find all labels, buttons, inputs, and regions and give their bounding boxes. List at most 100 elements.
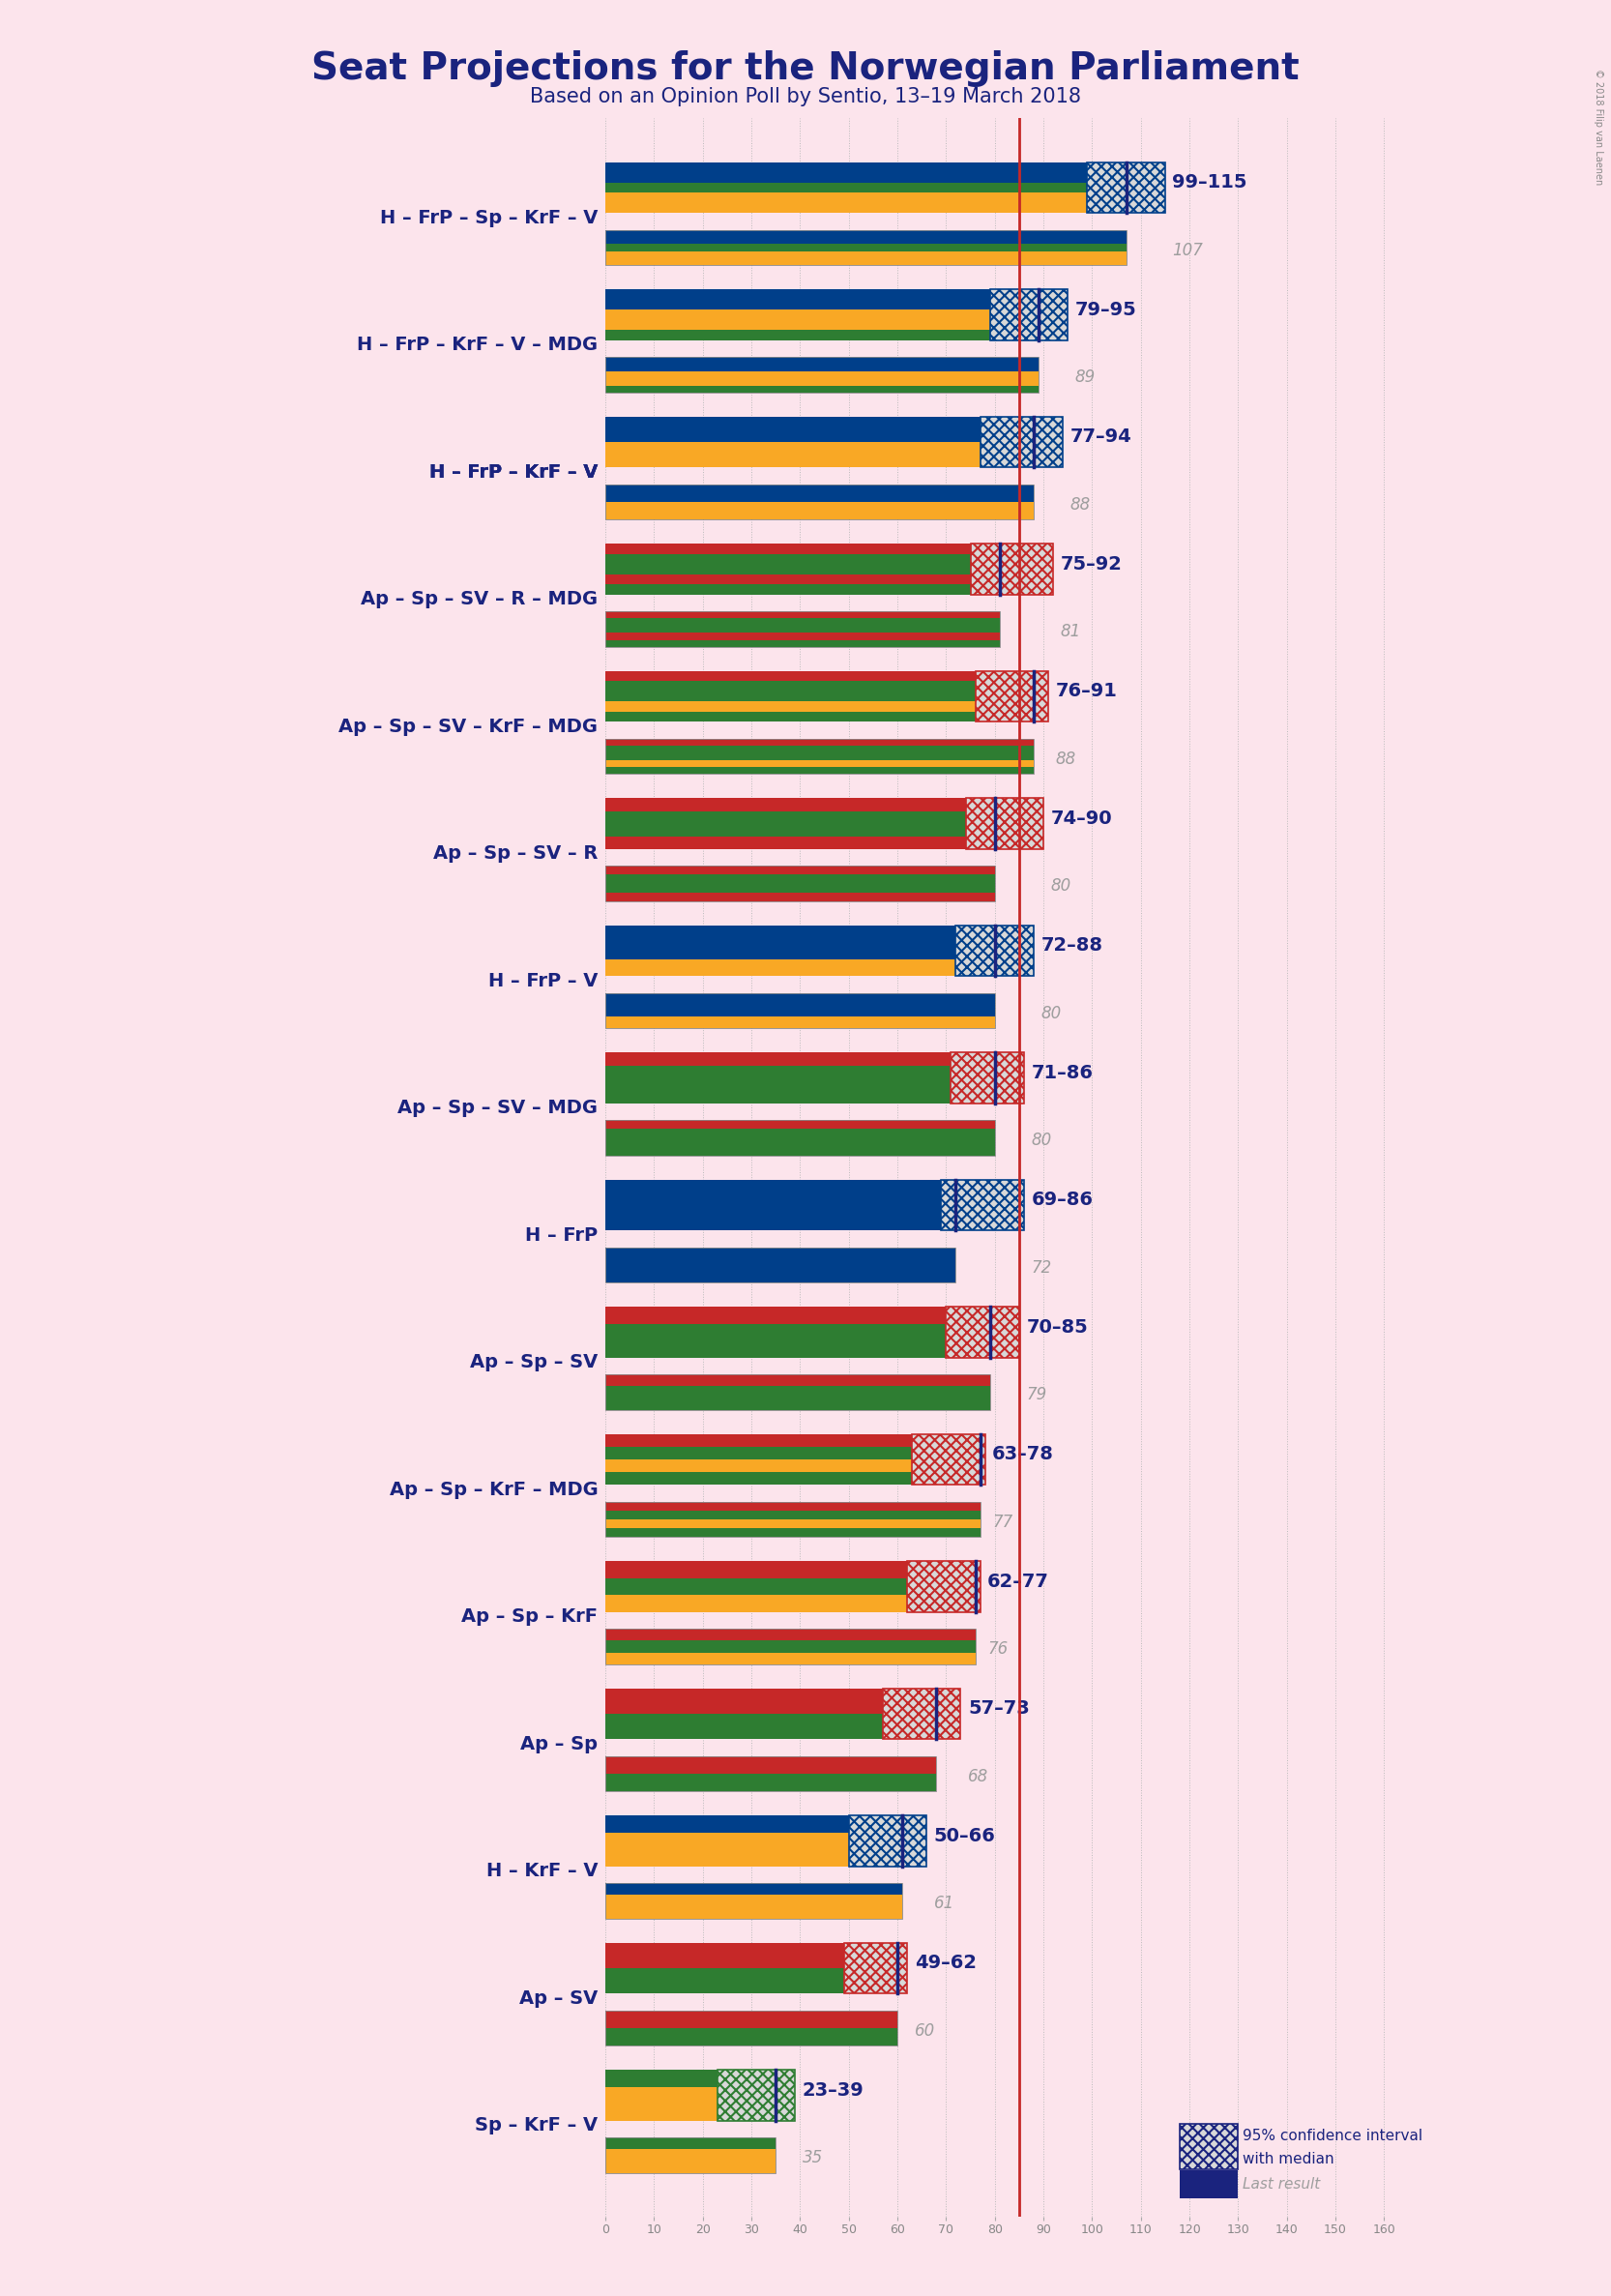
Bar — [606, 1446, 912, 1460]
Text: 72–88: 72–88 — [1041, 937, 1104, 955]
Bar — [946, 1306, 1020, 1357]
Text: 62–77: 62–77 — [988, 1573, 1049, 1591]
Bar — [606, 1205, 941, 1231]
Bar — [606, 2011, 897, 2046]
Bar — [606, 691, 975, 703]
Bar — [606, 611, 1000, 618]
Bar — [606, 1688, 883, 1713]
Bar — [1179, 2124, 1239, 2170]
Bar — [606, 443, 979, 455]
Bar — [606, 2027, 897, 2046]
Bar — [606, 1502, 979, 1536]
Bar — [606, 1120, 994, 1155]
Bar — [606, 634, 1000, 641]
Text: 75–92: 75–92 — [1060, 556, 1123, 574]
Text: 63–78: 63–78 — [992, 1444, 1054, 1463]
Bar — [606, 184, 1087, 193]
Text: 80: 80 — [1031, 1132, 1052, 1148]
Bar — [606, 1628, 975, 1665]
Bar — [606, 2161, 777, 2172]
Bar — [606, 429, 979, 443]
Bar — [941, 1180, 1025, 1231]
Bar — [606, 1906, 902, 1919]
Text: 71–86: 71–86 — [1031, 1063, 1094, 1081]
Bar — [606, 611, 1000, 647]
Bar — [606, 2138, 777, 2172]
Bar — [606, 1894, 902, 1906]
Bar — [606, 1247, 955, 1265]
Text: 50–66: 50–66 — [934, 1828, 996, 1846]
Bar — [606, 670, 975, 682]
Bar — [606, 2071, 717, 2087]
Text: Sp – KrF – V: Sp – KrF – V — [475, 2117, 598, 2135]
Bar — [606, 893, 994, 902]
Bar — [606, 1375, 989, 1387]
Bar — [907, 1561, 979, 1612]
Bar — [606, 1851, 849, 1867]
Bar — [606, 494, 1034, 503]
Bar — [606, 941, 955, 960]
Bar — [606, 331, 989, 340]
Text: 80: 80 — [1050, 877, 1071, 895]
Bar — [606, 565, 970, 574]
Bar — [606, 2087, 717, 2103]
Bar — [606, 319, 989, 331]
Bar — [606, 960, 955, 976]
Bar — [606, 257, 1126, 266]
Bar — [989, 289, 1068, 340]
Text: 70–85: 70–85 — [1026, 1318, 1087, 1336]
Bar — [606, 1065, 950, 1079]
Bar — [950, 1052, 1025, 1104]
Bar — [849, 1816, 926, 1867]
Bar — [606, 230, 1126, 236]
Text: 81: 81 — [1060, 622, 1081, 641]
Bar — [946, 1306, 1020, 1357]
Bar — [965, 799, 1044, 850]
Bar — [606, 1247, 955, 1283]
Text: 79–95: 79–95 — [1075, 301, 1137, 319]
Bar — [606, 172, 1087, 184]
Bar — [606, 1816, 849, 1832]
Bar — [606, 356, 1039, 365]
Text: Ap – Sp – SV: Ap – Sp – SV — [470, 1352, 598, 1371]
Bar — [606, 386, 1039, 393]
Bar — [606, 1006, 994, 1017]
Bar — [606, 1942, 844, 1968]
Bar — [606, 1398, 989, 1410]
Bar — [606, 925, 955, 941]
Bar — [606, 372, 1039, 379]
Bar — [849, 1816, 926, 1867]
Bar — [606, 760, 1034, 767]
Text: 60: 60 — [915, 2023, 934, 2039]
Bar — [606, 824, 965, 836]
Bar — [970, 544, 1054, 595]
Bar — [883, 1688, 960, 1740]
Bar — [606, 574, 970, 585]
Bar — [606, 1713, 883, 1740]
Bar — [606, 767, 1034, 774]
Bar — [941, 1180, 1025, 1231]
Text: 76: 76 — [988, 1639, 1008, 1658]
Bar — [606, 739, 1034, 774]
Text: H – KrF – V: H – KrF – V — [487, 1862, 598, 1880]
Bar — [606, 810, 965, 824]
Bar — [606, 866, 994, 875]
Text: 88: 88 — [1070, 496, 1091, 514]
Text: Ap – Sp – SV – R – MDG: Ap – Sp – SV – R – MDG — [361, 590, 598, 608]
Bar — [606, 884, 994, 893]
Bar — [606, 1139, 994, 1146]
Text: 107: 107 — [1173, 241, 1203, 259]
Text: 35: 35 — [802, 2149, 823, 2167]
Text: H – FrP – V: H – FrP – V — [488, 971, 598, 990]
Bar — [955, 925, 1034, 976]
Bar — [606, 553, 970, 565]
Text: 61: 61 — [934, 1894, 954, 1913]
Bar — [844, 1942, 907, 1993]
Bar — [606, 1968, 844, 1993]
Bar — [606, 1642, 975, 1653]
Bar — [606, 625, 1000, 634]
Text: Ap – Sp: Ap – Sp — [520, 1733, 598, 1754]
Text: 68: 68 — [968, 1768, 989, 1784]
Bar — [606, 379, 1039, 386]
Text: H – FrP – KrF – V: H – FrP – KrF – V — [430, 464, 598, 482]
